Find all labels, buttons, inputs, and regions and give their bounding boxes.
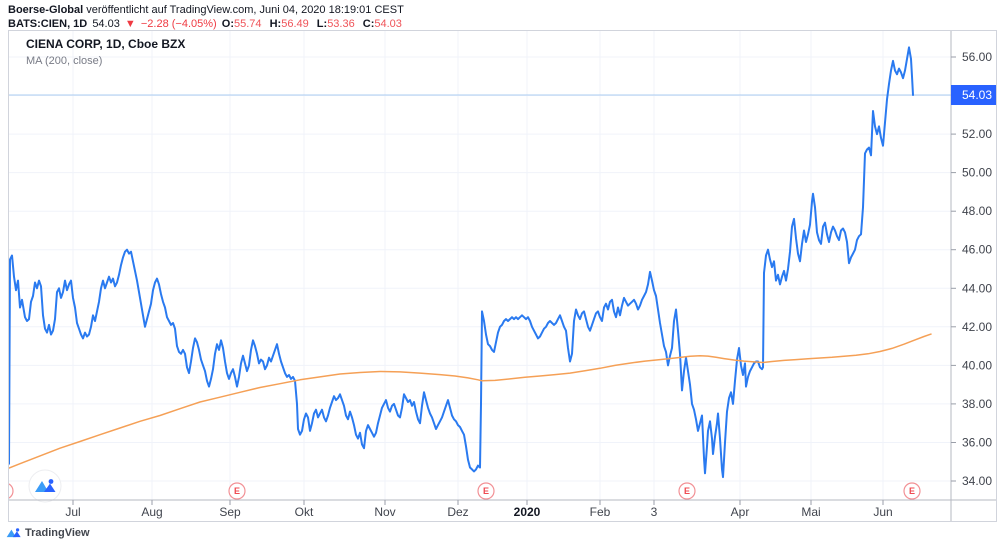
x-axis-label[interactable]: Feb	[590, 505, 611, 519]
high-value: 56.49	[281, 18, 309, 30]
close-series-line	[9, 46, 914, 479]
publish-text: veröffentlicht auf TradingView.com, Juni…	[83, 4, 404, 16]
footer-brand-text: TradingView	[25, 527, 90, 539]
y-axis-label[interactable]: 56.00	[962, 50, 992, 64]
earnings-letter: E	[909, 486, 915, 496]
y-axis-label[interactable]: 38.00	[962, 397, 992, 411]
open-label: O:	[221, 18, 234, 30]
x-axis-label[interactable]: 2020	[514, 505, 541, 519]
low-label: L:	[316, 18, 328, 30]
y-axis-label[interactable]: 48.00	[962, 204, 992, 218]
last-price-badge[interactable]	[951, 85, 996, 105]
earnings-circle-icon	[228, 482, 246, 500]
quote-line: BATS:CIEN, 1D 54.03 ▼ −2.28 (−4.05%) O:5…	[8, 17, 407, 31]
earnings-marker[interactable]: E	[9, 483, 14, 499]
last-price-badge-label: 54.03	[962, 88, 992, 102]
grid-layer	[9, 31, 951, 500]
axis-layer[interactable]: 56.0054.0052.0050.0048.0046.0044.0042.00…	[9, 31, 996, 521]
badge-layer[interactable]: 54.03	[951, 85, 996, 105]
y-axis-label[interactable]: 50.00	[962, 166, 992, 180]
series-layer	[9, 46, 932, 479]
publish-line: Boerse-Global veröffentlicht auf Trading…	[8, 3, 407, 17]
earnings-marker[interactable]: E	[477, 482, 495, 500]
y-axis-label[interactable]: 44.00	[962, 281, 992, 295]
open-value: 55.74	[234, 18, 262, 30]
x-axis-label[interactable]: Mai	[801, 505, 820, 519]
x-axis-label[interactable]: Jun	[873, 505, 892, 519]
watermark-circle	[28, 469, 62, 503]
earnings-circle-icon	[903, 482, 921, 500]
x-axis-label[interactable]: Dez	[447, 505, 468, 519]
earnings-layer: EEEEE	[9, 482, 921, 500]
x-axis-label[interactable]: Okt	[295, 505, 314, 519]
high-label: H:	[269, 18, 282, 30]
y-axis-label[interactable]: 40.00	[962, 358, 992, 372]
earnings-circle-icon	[678, 482, 696, 500]
change-text: −2.28 (−4.05%)	[140, 18, 217, 30]
low-value: 53.36	[327, 18, 355, 30]
last-price-text: 54.03	[92, 18, 120, 30]
earnings-letter: E	[684, 486, 690, 496]
down-triangle-icon: ▼	[124, 18, 136, 30]
close-value: 54.03	[374, 18, 402, 30]
x-axis-label[interactable]: 3	[651, 505, 658, 519]
earnings-circle-icon	[477, 482, 495, 500]
x-axis-label[interactable]: Apr	[731, 505, 750, 519]
y-axis-label[interactable]: 52.00	[962, 127, 992, 141]
symbol-label: BATS:CIEN, 1D	[8, 18, 88, 30]
tradingview-logo-icon	[6, 528, 21, 538]
x-axis-label[interactable]: Sep	[219, 505, 241, 519]
earnings-marker[interactable]: E	[228, 482, 246, 500]
y-axis-label[interactable]: 34.00	[962, 474, 992, 488]
y-axis-label[interactable]: 42.00	[962, 320, 992, 334]
earnings-letter: E	[234, 486, 240, 496]
y-axis-label[interactable]: 36.00	[962, 436, 992, 450]
y-axis-label[interactable]: 46.00	[962, 243, 992, 257]
close-label: C:	[362, 18, 375, 30]
ma-series-line	[9, 333, 932, 469]
earnings-circle-icon	[9, 483, 14, 499]
earnings-letter: E	[483, 486, 489, 496]
earnings-marker[interactable]: E	[903, 482, 921, 500]
tradingview-logo-icon	[35, 479, 56, 492]
header: Boerse-Global veröffentlicht auf Trading…	[8, 3, 407, 31]
x-axis-label[interactable]: Nov	[374, 505, 395, 519]
watermark	[28, 469, 62, 503]
source-name: Boerse-Global	[8, 4, 84, 16]
price-chart[interactable]: EEEEE 56.0054.0052.0050.0048.0046.0044.0…	[9, 31, 996, 521]
chart-widget[interactable]: EEEEE 56.0054.0052.0050.0048.0046.0044.0…	[8, 30, 997, 522]
footer-attribution[interactable]: TradingView	[6, 527, 90, 539]
earnings-marker[interactable]: E	[678, 482, 696, 500]
x-axis-label[interactable]: Jul	[65, 505, 80, 519]
x-axis-label[interactable]: Aug	[141, 505, 162, 519]
